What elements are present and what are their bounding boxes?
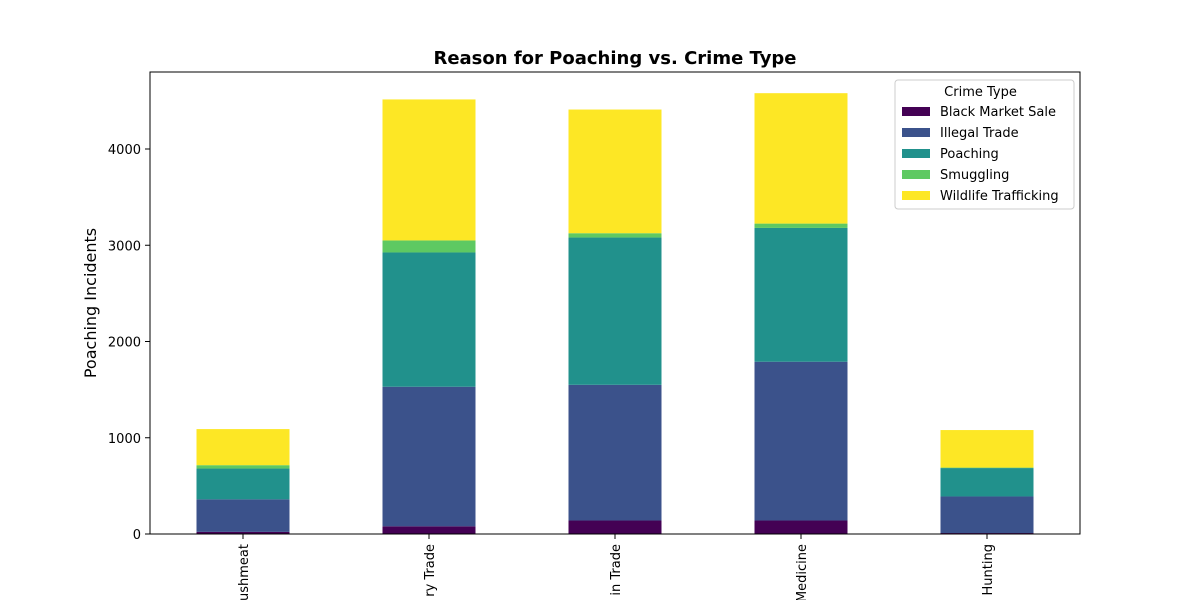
y-tick-label-1: 1000 xyxy=(108,432,141,447)
bar-illegal-trade-3 xyxy=(755,362,848,521)
bar-illegal-trade-4 xyxy=(941,496,1034,533)
x-tick-label-2: in Trade xyxy=(609,544,624,596)
bar-poaching-3 xyxy=(755,228,848,362)
legend-swatch-wildlife-trafficking xyxy=(902,191,930,200)
bar-wildlife-trafficking-0 xyxy=(197,429,290,465)
bar-smuggling-0 xyxy=(197,465,290,468)
y-axis-label: Poaching Incidents xyxy=(81,228,100,378)
bar-illegal-trade-1 xyxy=(383,387,476,527)
x-tick-label-4: Hunting xyxy=(981,544,996,595)
bar-wildlife-trafficking-2 xyxy=(569,110,662,234)
legend-swatch-illegal-trade xyxy=(902,128,930,137)
legend-label-smuggling: Smuggling xyxy=(940,168,1009,183)
bar-smuggling-3 xyxy=(755,224,848,228)
legend-label-wildlife-trafficking: Wildlife Trafficking xyxy=(940,189,1059,204)
y-tick-label-3: 3000 xyxy=(108,239,141,254)
legend-label-illegal-trade: Illegal Trade xyxy=(940,126,1019,141)
bar-wildlife-trafficking-1 xyxy=(383,99,476,240)
y-tick-label-4: 4000 xyxy=(108,143,141,158)
bar-wildlife-trafficking-3 xyxy=(755,93,848,223)
legend-swatch-black-market-sale xyxy=(902,107,930,116)
legend-title: Crime Type xyxy=(944,85,1017,100)
bar-poaching-4 xyxy=(941,468,1034,496)
bar-smuggling-1 xyxy=(383,240,476,252)
legend-swatch-smuggling xyxy=(902,170,930,179)
bar-smuggling-2 xyxy=(569,233,662,237)
bar-poaching-0 xyxy=(197,469,290,500)
bar-illegal-trade-0 xyxy=(197,499,290,532)
x-tick-label-1: ry Trade xyxy=(423,544,438,597)
bar-illegal-trade-2 xyxy=(569,385,662,521)
x-tick-label-0: ushmeat xyxy=(237,544,252,600)
bar-poaching-1 xyxy=(383,252,476,386)
legend-swatch-poaching xyxy=(902,149,930,158)
bar-black-market-sale-2 xyxy=(569,521,662,534)
chart-title: Reason for Poaching vs. Crime Type xyxy=(433,48,796,69)
y-tick-label-2: 2000 xyxy=(108,336,141,351)
bar-poaching-2 xyxy=(569,238,662,385)
y-tick-label-0: 0 xyxy=(133,528,141,543)
bar-black-market-sale-3 xyxy=(755,521,848,534)
bar-black-market-sale-1 xyxy=(383,526,476,534)
legend-label-black-market-sale: Black Market Sale xyxy=(940,105,1056,120)
legend: Crime Type Black Market Sale Illegal Trade… xyxy=(895,80,1074,209)
x-tick-label-3: Medicine xyxy=(795,544,810,600)
legend-label-poaching: Poaching xyxy=(940,147,999,162)
bar-wildlife-trafficking-4 xyxy=(941,430,1034,468)
